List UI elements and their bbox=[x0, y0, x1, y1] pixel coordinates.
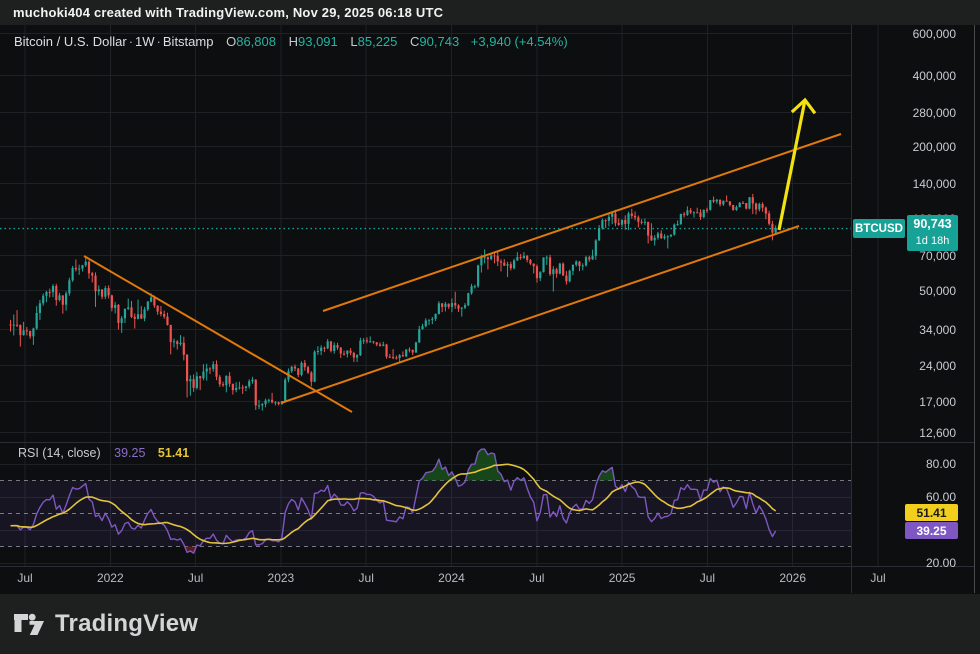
candlestick-series bbox=[9, 193, 777, 411]
change-value: +3,940 (+4.54%) bbox=[470, 34, 568, 49]
price-axis-label: 200,000 bbox=[912, 139, 956, 154]
price-axis-label: 12,600 bbox=[919, 425, 956, 440]
rsi-title[interactable]: RSI (14, close) bbox=[18, 446, 101, 460]
interval-label[interactable]: 1W bbox=[135, 34, 155, 49]
channel-upper-line[interactable] bbox=[322, 133, 842, 312]
last-price-tag: 90,743 1d 18h bbox=[907, 215, 958, 251]
rsi-value: 39.25 bbox=[114, 446, 146, 460]
time-axis-label: Jul bbox=[187, 571, 204, 585]
open-label: O bbox=[226, 34, 237, 49]
breakout-arrow[interactable] bbox=[777, 99, 807, 231]
price-axis-label: 280,000 bbox=[912, 105, 956, 120]
rsi-ma-line bbox=[10, 463, 777, 545]
grid-lines bbox=[0, 25, 879, 566]
time-axis-label: 2026 bbox=[779, 571, 807, 585]
rsi-band bbox=[0, 480, 851, 547]
arrow-head bbox=[790, 97, 817, 115]
watermark-bar: muchoki404 created with TradingView.com,… bbox=[0, 0, 980, 25]
rsi-oversold-fill bbox=[10, 546, 776, 554]
price-axis-label: 17,000 bbox=[919, 394, 956, 409]
open-value: 86,808 bbox=[236, 34, 276, 49]
close-label: C bbox=[410, 34, 420, 49]
time-axis-label: 2024 bbox=[438, 571, 465, 585]
exchange-label: Bitstamp bbox=[162, 34, 214, 49]
rsi-axis-label: 80.00 bbox=[925, 457, 956, 471]
price-axis-label: 50,000 bbox=[919, 283, 956, 298]
close-value: 90,743 bbox=[419, 34, 460, 49]
downtrend-line-2022[interactable] bbox=[83, 255, 353, 413]
rsi-value-tag: 39.25 bbox=[905, 522, 958, 539]
rsi-axis-label: 60.00 bbox=[925, 490, 956, 504]
tradingview-logo-icon[interactable] bbox=[13, 610, 47, 638]
price-axis-label: 600,000 bbox=[912, 26, 956, 41]
time-axis-label: Jul bbox=[529, 571, 545, 585]
high-value: 93,091 bbox=[298, 34, 338, 49]
time-axis-label: Jul bbox=[17, 571, 33, 585]
price-axis-label: 70,000 bbox=[919, 248, 956, 263]
rsi-legend: RSI (14, close) 39.25 51.41 bbox=[18, 446, 189, 460]
rsi-ma-tag: 51.41 bbox=[905, 504, 958, 521]
price-axis-label: 400,000 bbox=[912, 68, 956, 83]
symbol-header: Bitcoin / U.S. Dollar · 1W · Bitstamp O86,80… bbox=[14, 34, 568, 49]
rsi-axis-label: 20.00 bbox=[925, 556, 956, 570]
price-axis-label: 140,000 bbox=[912, 176, 956, 191]
rsi-ma-value: 51.41 bbox=[157, 446, 190, 460]
symbol-price-line-tag: BTCUSD bbox=[853, 219, 905, 238]
channel-lower-line[interactable] bbox=[280, 225, 800, 404]
rsi-line bbox=[10, 448, 777, 554]
time-axis-label: 2025 bbox=[608, 571, 636, 585]
watermark-text: muchoki404 created with TradingView.com,… bbox=[13, 5, 444, 20]
low-value: 85,225 bbox=[357, 34, 398, 49]
high-label: H bbox=[288, 34, 298, 49]
pane-borders bbox=[0, 25, 975, 593]
symbol-title[interactable]: Bitcoin / U.S. Dollar bbox=[14, 34, 127, 49]
tradingview-brand-text[interactable]: TradingView bbox=[55, 610, 199, 637]
time-axis-label: Jul bbox=[358, 571, 374, 585]
time-axis-label: Jul bbox=[870, 571, 886, 585]
footer-bar: TradingView bbox=[0, 594, 980, 654]
price-axis-label: 34,000 bbox=[919, 322, 956, 337]
low-label: L bbox=[350, 34, 358, 49]
user-drawings bbox=[83, 97, 842, 413]
bar-countdown: 1d 18h bbox=[915, 235, 950, 247]
time-axis-label: Jul bbox=[699, 571, 716, 585]
time-axis-label: 2023 bbox=[267, 571, 295, 585]
time-axis-label: 2022 bbox=[96, 571, 124, 585]
last-price-value: 90,743 bbox=[913, 217, 952, 231]
price-axis-label: 24,000 bbox=[919, 358, 956, 373]
